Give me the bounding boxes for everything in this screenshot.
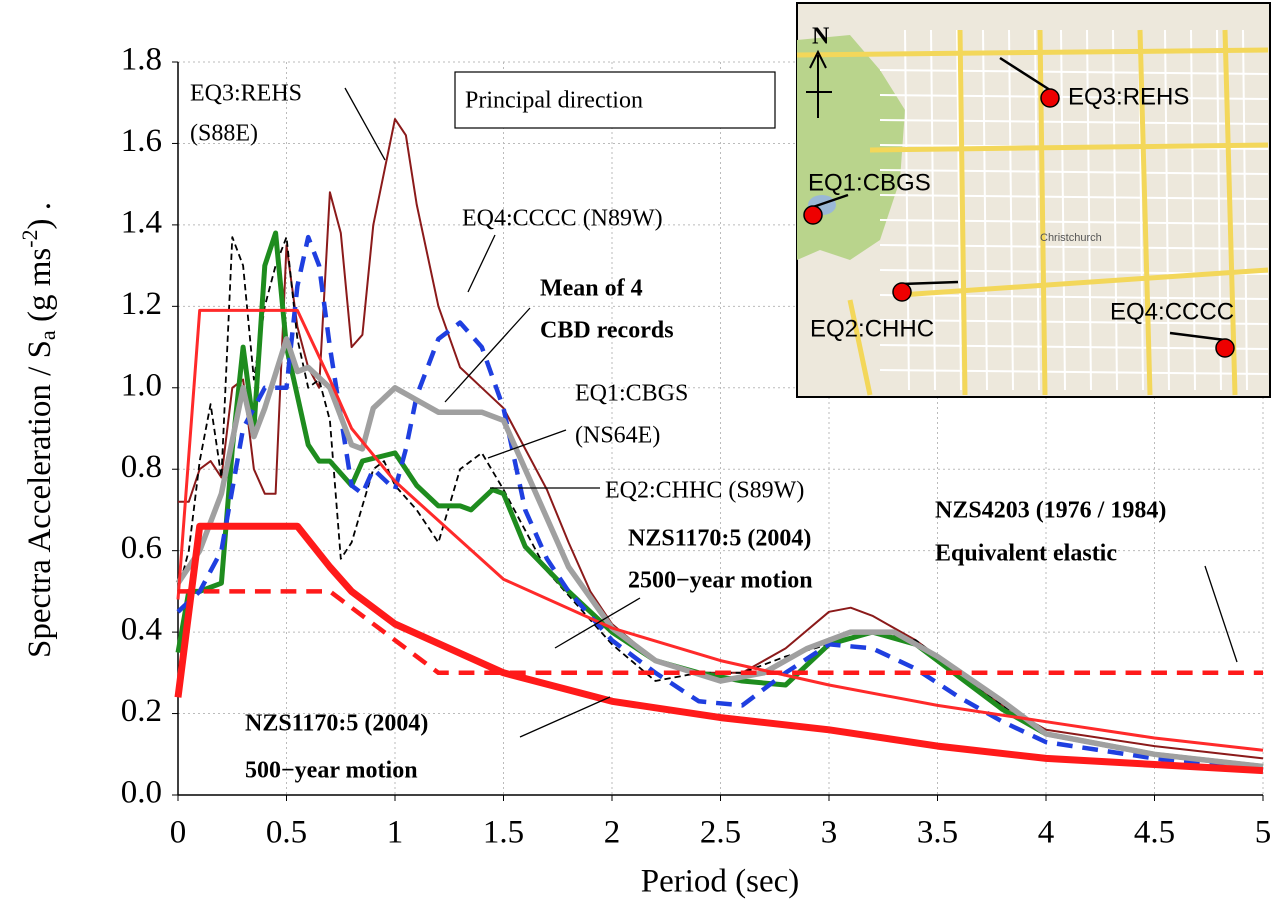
x-tick-label: 3.5 bbox=[917, 815, 958, 851]
y-tick-label: 1.4 bbox=[121, 204, 162, 240]
y-tick-label: 1.2 bbox=[121, 286, 162, 322]
page: Period (sec) Spectra Acceleration / Sa (… bbox=[0, 0, 1272, 913]
map-marker bbox=[893, 283, 911, 301]
y-tick-label: 0.4 bbox=[121, 612, 162, 648]
y-tick-label: 0.0 bbox=[121, 775, 162, 811]
map-marker bbox=[1041, 89, 1059, 107]
y-tick-label: 0.2 bbox=[121, 693, 162, 729]
city-label: Christchurch bbox=[1040, 232, 1102, 244]
x-tick-label: 0.5 bbox=[266, 815, 307, 851]
map-label: EQ4:CCCC bbox=[1110, 298, 1234, 325]
y-axis-label: Spectra Acceleration / Sa (g ms-2) . bbox=[17, 202, 60, 658]
annotation: (S88E) bbox=[190, 121, 258, 147]
annotation: Principal direction bbox=[465, 88, 643, 114]
y-label-part: ) . bbox=[22, 202, 58, 230]
annotation: NZS4203 (1976 / 1984) bbox=[935, 498, 1166, 524]
y-tick-label: 0.8 bbox=[121, 449, 162, 485]
annotation: CBD records bbox=[540, 318, 674, 344]
y-label-part: Spectra Acceleration / S bbox=[22, 340, 58, 658]
north-label: N bbox=[812, 24, 830, 50]
y-label-sup: -2 bbox=[17, 229, 42, 247]
map-marker bbox=[804, 206, 822, 224]
annotation: Equivalent elastic bbox=[935, 541, 1117, 567]
y-label-sub: a bbox=[35, 330, 60, 340]
annotation: Mean of 4 bbox=[540, 276, 643, 302]
x-tick-label: 2.5 bbox=[700, 815, 741, 851]
x-tick-label: 1.5 bbox=[483, 815, 524, 851]
leader-line bbox=[520, 697, 610, 737]
leader-line bbox=[1205, 566, 1237, 662]
x-tick-label: 1 bbox=[387, 815, 404, 851]
annotation: 2500−year motion bbox=[628, 568, 813, 594]
annotation: EQ1:CBGS bbox=[575, 381, 688, 407]
x-tick-label: 5 bbox=[1255, 815, 1272, 851]
x-tick-label: 2 bbox=[604, 815, 621, 851]
x-tick-label: 3 bbox=[821, 815, 838, 851]
annotation: NZS1170:5 (2004) bbox=[245, 711, 428, 737]
annotation: 500−year motion bbox=[245, 758, 418, 784]
leader-line bbox=[468, 235, 495, 292]
x-tick-label: 4 bbox=[1038, 815, 1055, 851]
annotation: NZS1170:5 (2004) bbox=[628, 526, 811, 552]
annotation: EQ4:CCCC (N89W) bbox=[462, 206, 663, 232]
map-label: EQ3:REHS bbox=[1068, 83, 1189, 110]
annotation: (NS64E) bbox=[575, 423, 660, 449]
x-tick-label: 0 bbox=[170, 815, 187, 851]
inset-map: N Christchurch EQ3:REHS EQ1:CBGS EQ2:CHHC EQ4… bbox=[797, 3, 1270, 397]
y-tick-label: 1.6 bbox=[121, 123, 162, 159]
chart: Period (sec) Spectra Acceleration / Sa (… bbox=[0, 0, 1272, 908]
y-tick-label: 0.6 bbox=[121, 530, 162, 566]
y-tick-label: 1.0 bbox=[121, 367, 162, 403]
annotation: EQ2:CHHC (S89W) bbox=[605, 478, 804, 504]
y-label-part: (g ms bbox=[22, 248, 58, 331]
map-marker bbox=[1216, 339, 1234, 357]
x-tick-label: 4.5 bbox=[1134, 815, 1175, 851]
map-label: EQ2:CHHC bbox=[810, 315, 934, 342]
x-axis-label: Period (sec) bbox=[641, 864, 800, 900]
leader-line bbox=[345, 88, 385, 160]
annotation: EQ3:REHS bbox=[190, 81, 302, 107]
map-label: EQ1:CBGS bbox=[808, 169, 931, 196]
y-tick-label: 1.8 bbox=[121, 42, 162, 78]
